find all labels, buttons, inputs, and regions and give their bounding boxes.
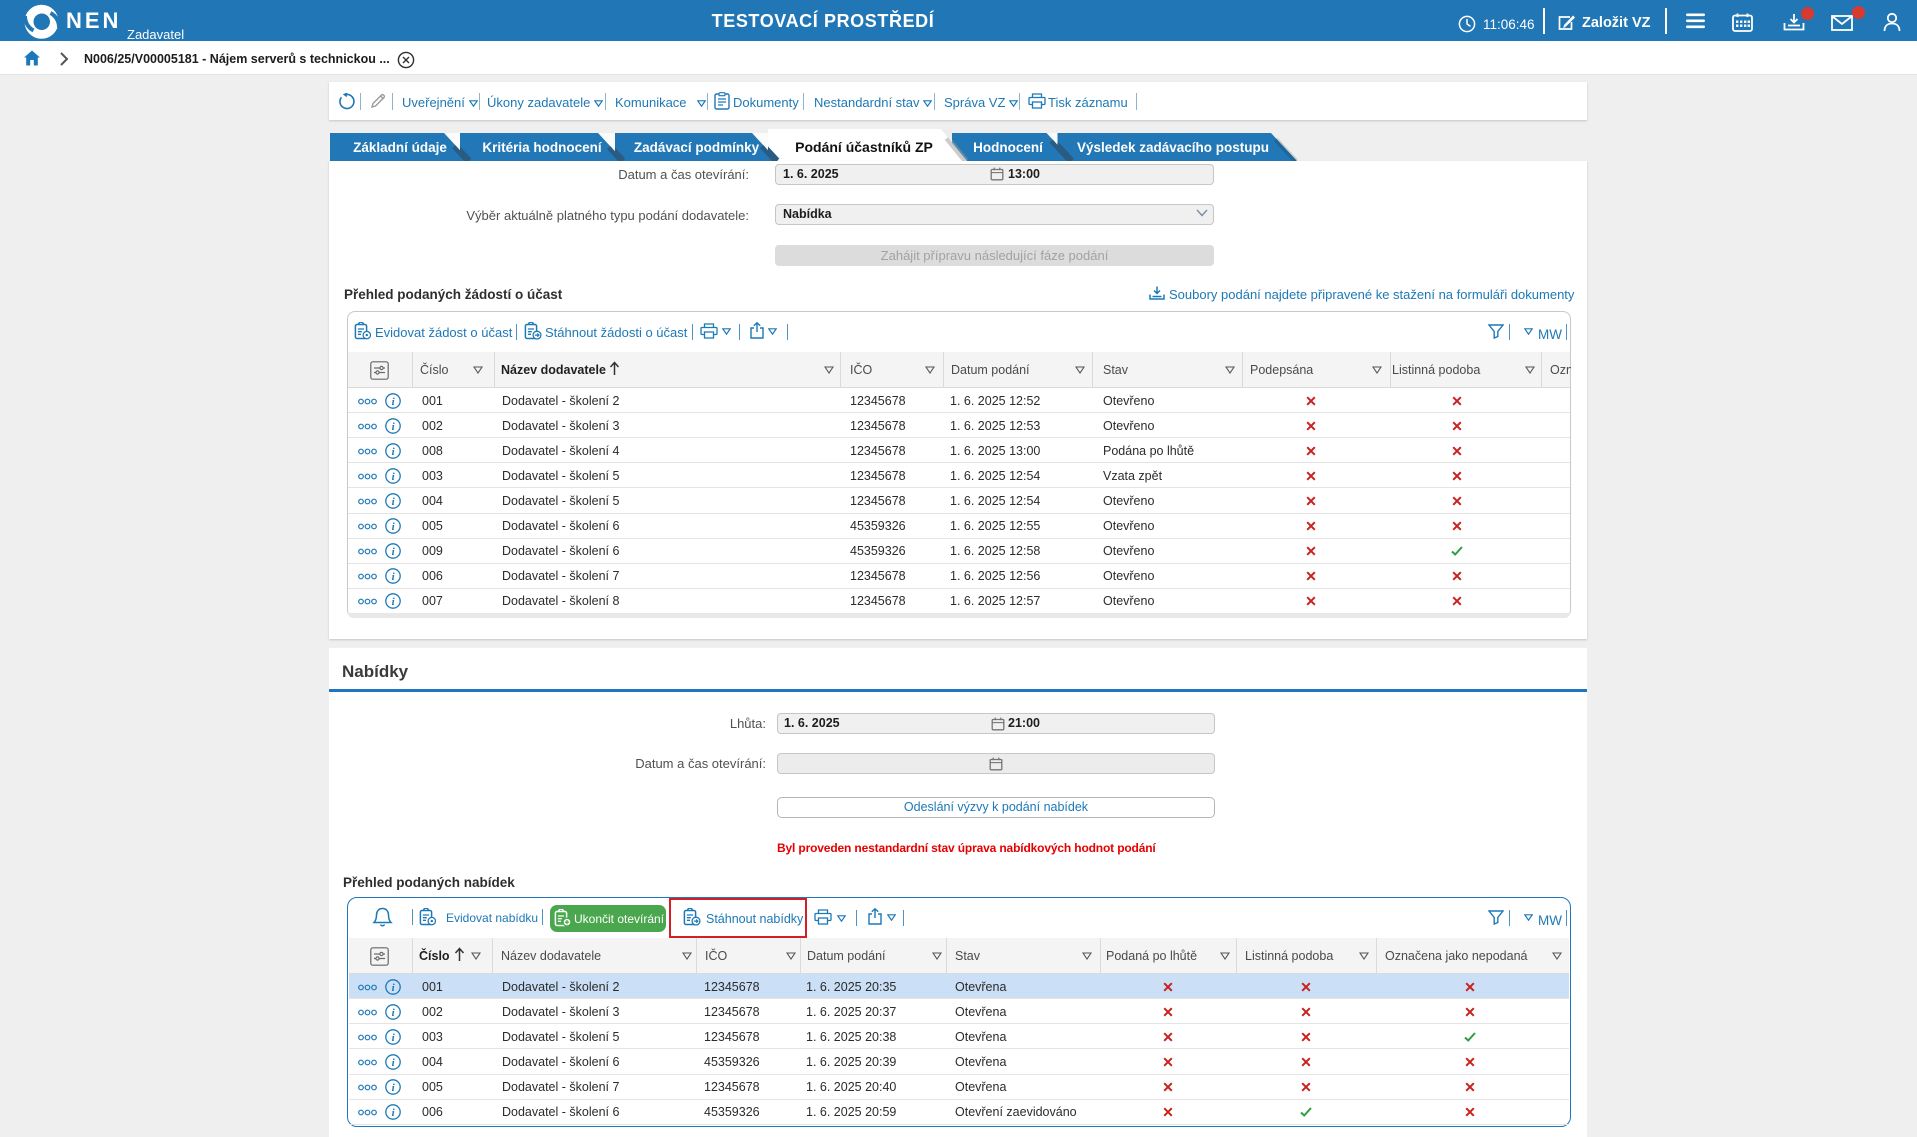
svg-text:Podání účastníků ZP: Podání účastníků ZP	[795, 139, 933, 155]
svg-text:i: i	[392, 596, 396, 608]
svg-text:i: i	[392, 982, 396, 994]
svg-text:i: i	[392, 546, 396, 558]
svg-text:i: i	[392, 521, 396, 533]
svg-text:i: i	[392, 1082, 396, 1094]
svg-text:i: i	[392, 1107, 396, 1119]
svg-text:i: i	[392, 471, 396, 483]
svg-text:i: i	[392, 1032, 396, 1044]
svg-text:Výsledek zadávacího postupu: Výsledek zadávacího postupu	[1077, 140, 1269, 155]
svg-text:i: i	[392, 496, 396, 508]
svg-text:i: i	[392, 1057, 396, 1069]
svg-text:Hodnocení: Hodnocení	[973, 140, 1044, 155]
svg-text:i: i	[392, 396, 396, 408]
svg-text:i: i	[392, 421, 396, 433]
svg-text:i: i	[392, 571, 396, 583]
svg-text:Kritéria hodnocení: Kritéria hodnocení	[482, 140, 603, 155]
svg-text:Základní údaje: Základní údaje	[353, 140, 447, 155]
svg-text:i: i	[392, 446, 396, 458]
svg-text:Zadávací podmínky: Zadávací podmínky	[634, 140, 760, 155]
svg-text:i: i	[392, 1007, 396, 1019]
